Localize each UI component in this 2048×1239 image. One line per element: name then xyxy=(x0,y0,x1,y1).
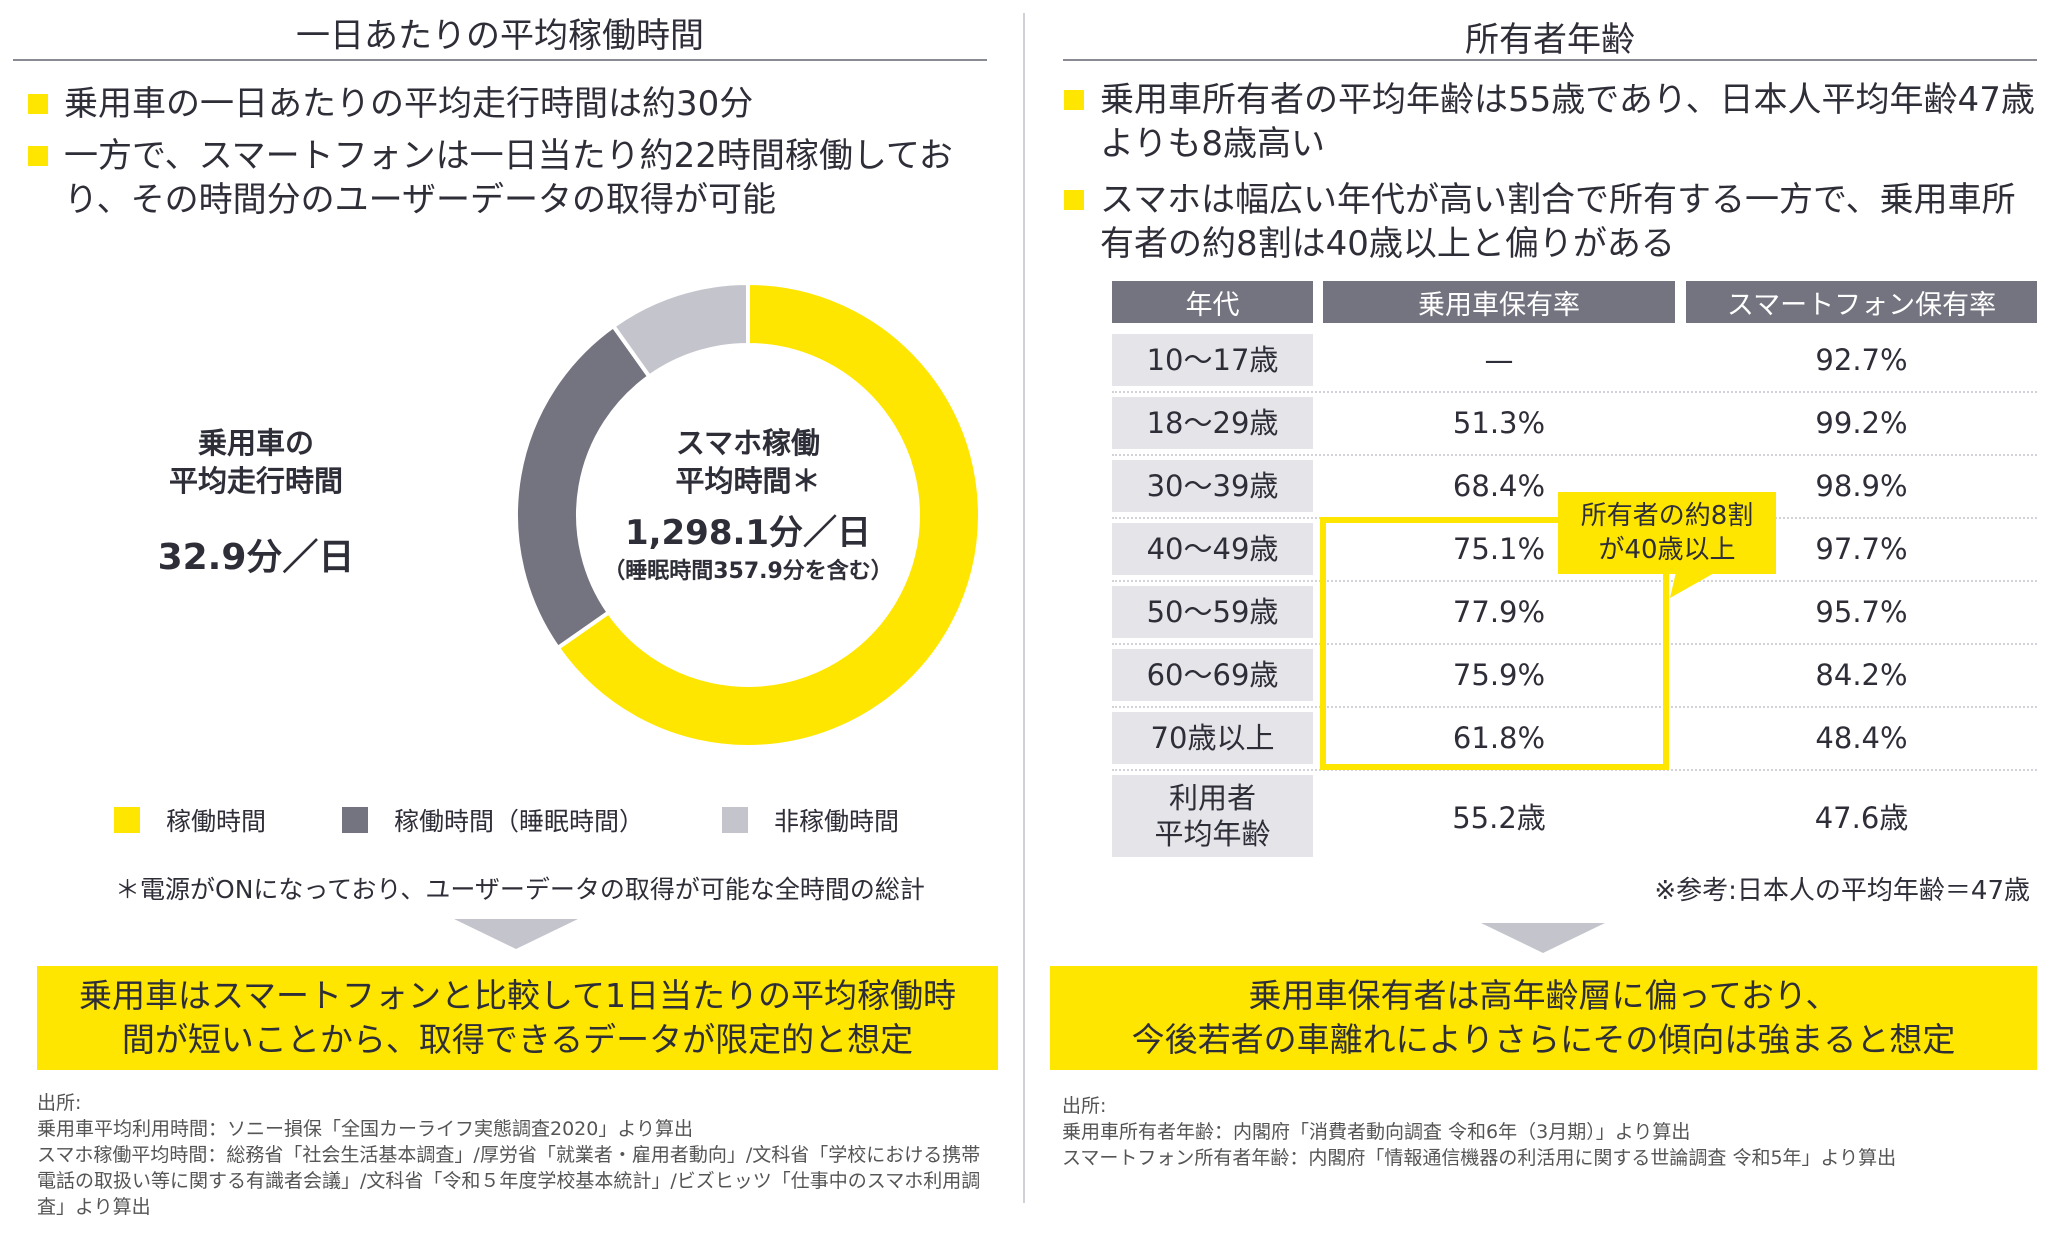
row-separator xyxy=(1112,643,2037,645)
car-ownership-cell: 75.1% xyxy=(1452,532,1546,566)
car-label-line2: 平均走行時間 xyxy=(168,464,343,498)
age-group-label: 50〜59歳 xyxy=(1112,586,1313,638)
bullet-item: 一方で、スマートフォンは一日当たり約22時間稼働しており、その時間分のユーザーデ… xyxy=(24,134,984,222)
avg-age-phone: 47.6歳 xyxy=(1814,801,1909,835)
left-footnote: ＊電源がONになっており、ユーザーデータの取得が可能な全時間の総計 xyxy=(115,875,925,904)
table-header-age: 年代 xyxy=(1112,281,1313,323)
donut-slice-0 xyxy=(555,280,982,749)
phone-ownership-cell: 98.9% xyxy=(1815,469,1908,503)
right-title: 所有者年齢 xyxy=(1465,20,1635,60)
donut-center-note: （睡眠時間357.9分を含む） xyxy=(603,559,893,584)
bullet-text: 乗用車の一日あたりの平均走行時間は約30分 xyxy=(64,84,754,124)
legend-label: 稼働時間 xyxy=(166,807,267,836)
phone-ownership-cell: 48.4% xyxy=(1815,721,1908,755)
age-group-label: 40〜49歳 xyxy=(1112,523,1313,575)
reference-note: ※参考:日本人の平均年齢＝47歳 xyxy=(1654,876,2030,906)
car-ownership-cell: — xyxy=(1484,343,1514,377)
panel-divider xyxy=(1023,13,1025,1203)
legend-item-idle: 非稼働時間 xyxy=(722,802,899,838)
car-driving-value: 32.9分／日 xyxy=(157,537,355,578)
bullet-text: 一方で、スマートフォンは一日当たり約22時間稼働しており、その時間分のユーザーデ… xyxy=(64,136,953,220)
car-ownership-cell: 77.9% xyxy=(1452,595,1546,629)
legend-label: 稼働時間（睡眠時間） xyxy=(394,807,645,836)
donut-center-text: スマホ稼働 平均時間＊ 1,298.1分／日 （睡眠時間357.9分を含む） xyxy=(578,424,918,586)
left-conclusion-text: 乗用車はスマートフォンと比較して1日当たりの平均稼働時間が短いことから、取得でき… xyxy=(78,976,956,1059)
legend-label: 非稼働時間 xyxy=(774,807,900,836)
avg-age-row: 利用者 平均年齢 55.2歳 47.6歳 xyxy=(1112,775,2037,857)
right-conclusion: 乗用車保有者は高年齢層に偏っており、 今後若者の車離れによりさらにその傾向は強ま… xyxy=(1050,966,2037,1070)
right-bullets: 乗用車所有者の平均年齢は55歳であり、日本人平均年齢47歳よりも8歳高い スマホ… xyxy=(1060,78,2045,274)
table-header-car: 乗用車保有率 xyxy=(1323,281,1675,323)
row-separator xyxy=(1112,769,2037,771)
donut-slice-2 xyxy=(610,280,750,380)
age-group-label: 18〜29歳 xyxy=(1112,397,1313,449)
bullet-text: スマホは幅広い年代が高い割合で所有する一方で、乗用車所有者の約8割は40歳以上と… xyxy=(1100,180,2016,264)
left-title: 一日あたりの平均稼働時間 xyxy=(296,16,704,56)
car-driving-label: 乗用車の 平均走行時間 xyxy=(116,424,396,500)
car-ownership-cell: 75.9% xyxy=(1452,658,1546,692)
car-ownership-cell: 61.8% xyxy=(1452,721,1546,755)
table-header-phone: スマートフォン保有率 xyxy=(1686,281,2037,323)
avg-age-label: 利用者 平均年齢 xyxy=(1112,775,1313,857)
legend-swatch xyxy=(342,807,368,833)
avg-age-car: 55.2歳 xyxy=(1452,801,1546,835)
source-line: スマートフォン所有者年齢：内閣府「情報通信機器の利活用に関する世論調査 令和5年… xyxy=(1062,1147,1897,1169)
source-line: 乗用車平均利用時間：ソニー損保「全国カーライフ実態調査2020」より算出 xyxy=(37,1118,693,1140)
row-separator xyxy=(1112,454,2037,456)
donut-chart xyxy=(514,280,982,749)
bullet-item: 乗用車所有者の平均年齢は55歳であり、日本人平均年齢47歳よりも8歳高い xyxy=(1060,78,2045,166)
row-separator xyxy=(1112,580,2037,582)
right-sources: 出所: 乗用車所有者年齢：内閣府「消費者動向調査 令和6年（3月期）」より算出 … xyxy=(1062,1093,2037,1171)
callout-tail xyxy=(1670,572,1716,598)
source-line: 乗用車所有者年齢：内閣府「消費者動向調査 令和6年（3月期）」より算出 xyxy=(1062,1121,1691,1143)
donut-center-line1: スマホ稼働 xyxy=(675,426,821,460)
bullet-square-icon xyxy=(1064,90,1084,110)
down-arrow-icon xyxy=(454,919,578,949)
legend-swatch xyxy=(722,807,748,833)
donut-legend: 稼働時間 稼働時間（睡眠時間） 非稼働時間 xyxy=(114,802,974,838)
callout-line2: が40歳以上 xyxy=(1598,535,1736,565)
phone-ownership-cell: 95.7% xyxy=(1815,595,1908,629)
left-sources: 出所: 乗用車平均利用時間：ソニー損保「全国カーライフ実態調査2020」より算出… xyxy=(37,1090,997,1220)
row-separator xyxy=(1112,391,2037,393)
right-conclusion-line1: 乗用車保有者は高年齢層に偏っており、 xyxy=(1248,976,1839,1015)
bullet-item: 乗用車の一日あたりの平均走行時間は約30分 xyxy=(24,82,984,126)
bullet-square-icon xyxy=(28,146,48,166)
legend-item-working: 稼働時間 xyxy=(114,802,342,838)
donut-center-line2: 平均時間＊ xyxy=(675,464,821,498)
phone-ownership-cell: 92.7% xyxy=(1815,343,1908,377)
avg-label-line2: 平均年齢 xyxy=(1154,817,1271,851)
car-ownership-cell: 68.4% xyxy=(1452,469,1546,503)
phone-ownership-cell: 84.2% xyxy=(1815,658,1908,692)
row-separator xyxy=(1112,706,2037,708)
phone-ownership-cell: 97.7% xyxy=(1815,532,1908,566)
left-title-rule xyxy=(13,59,987,61)
highlight-box xyxy=(1320,517,1669,770)
age-group-label: 60〜69歳 xyxy=(1112,649,1313,701)
source-line: スマホ稼働平均時間：総務省「社会生活基本調査」/厚労省「就業者・雇用者動向」/文… xyxy=(37,1144,981,1218)
bullet-item: スマホは幅広い年代が高い割合で所有する一方で、乗用車所有者の約8割は40歳以上と… xyxy=(1060,178,2045,266)
bullet-square-icon xyxy=(28,94,48,114)
legend-item-sleep: 稼働時間（睡眠時間） xyxy=(342,802,722,838)
down-arrow-icon xyxy=(1481,923,1605,953)
donut-center-value: 1,298.1分／日 xyxy=(624,513,872,553)
phone-ownership-cell: 99.2% xyxy=(1815,406,1908,440)
legend-swatch xyxy=(114,807,140,833)
bullet-square-icon xyxy=(1064,190,1084,210)
callout: 所有者の約8割 が40歳以上 xyxy=(1558,492,1776,574)
car-ownership-cell: 51.3% xyxy=(1452,406,1546,440)
car-label-line1: 乗用車の xyxy=(197,426,314,460)
bullet-text: 乗用車所有者の平均年齢は55歳であり、日本人平均年齢47歳よりも8歳高い xyxy=(1100,80,2035,164)
right-title-rule xyxy=(1063,59,2037,61)
source-heading: 出所: xyxy=(1062,1095,1107,1117)
age-group-label: 30〜39歳 xyxy=(1112,460,1313,512)
left-bullets: 乗用車の一日あたりの平均走行時間は約30分 一方で、スマートフォンは一日当たり約… xyxy=(24,82,984,230)
callout-line1: 所有者の約8割 xyxy=(1580,501,1754,531)
source-heading: 出所: xyxy=(37,1092,82,1114)
age-group-label: 10〜17歳 xyxy=(1112,334,1313,386)
left-conclusion: 乗用車はスマートフォンと比較して1日当たりの平均稼働時間が短いことから、取得でき… xyxy=(37,966,998,1070)
age-group-label: 70歳以上 xyxy=(1112,712,1313,764)
right-conclusion-line2: 今後若者の車離れによりさらにその傾向は強まると想定 xyxy=(1131,1020,1956,1059)
avg-label-line1: 利用者 xyxy=(1168,781,1256,815)
